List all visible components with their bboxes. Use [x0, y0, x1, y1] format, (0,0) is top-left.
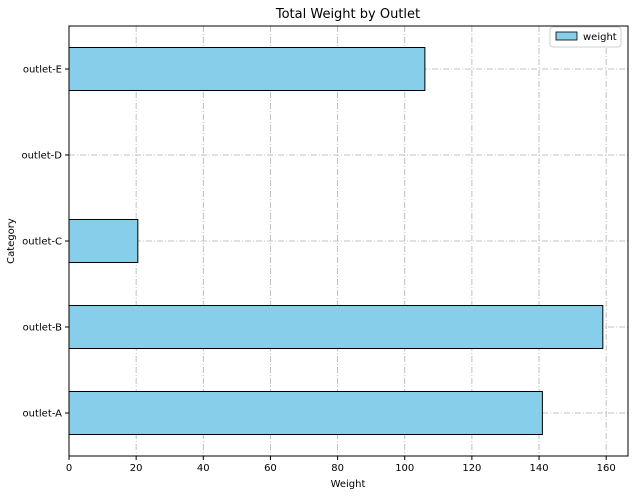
x-tick-label: 0	[66, 463, 72, 474]
y-tick-label: outlet-D	[21, 151, 62, 162]
y-tick-label: outlet-B	[23, 323, 62, 334]
y-tick-label: outlet-A	[23, 409, 63, 420]
x-tick-label: 20	[130, 463, 143, 474]
y-tick-label: outlet-E	[23, 65, 62, 76]
x-tick-label: 60	[264, 463, 277, 474]
x-axis: 0 20 40 60 80 100 120 140 160	[66, 456, 616, 474]
chart-title: Total Weight by Outlet	[275, 7, 420, 22]
y-axis: outlet-A outlet-B outlet-C outlet-D outlet-E	[21, 65, 69, 420]
legend-swatch	[555, 31, 578, 41]
bar-outlet-B	[68, 305, 604, 349]
x-tick-label: 100	[395, 463, 414, 474]
x-tick-label: 160	[597, 463, 616, 474]
bar-outlet-C	[68, 219, 139, 263]
legend: weight	[549, 26, 622, 48]
x-tick-label: 80	[331, 463, 344, 474]
bars	[68, 47, 604, 435]
x-tick-label: 40	[197, 463, 210, 474]
bar-outlet-A	[68, 391, 543, 435]
legend-label: weight	[583, 32, 617, 43]
bar-outlet-E	[68, 47, 426, 91]
x-axis-label: Weight	[331, 479, 366, 490]
y-tick-label: outlet-C	[22, 237, 62, 248]
x-tick-label: 120	[462, 463, 481, 474]
x-tick-label: 140	[529, 463, 548, 474]
y-axis-label: Category	[6, 218, 17, 264]
